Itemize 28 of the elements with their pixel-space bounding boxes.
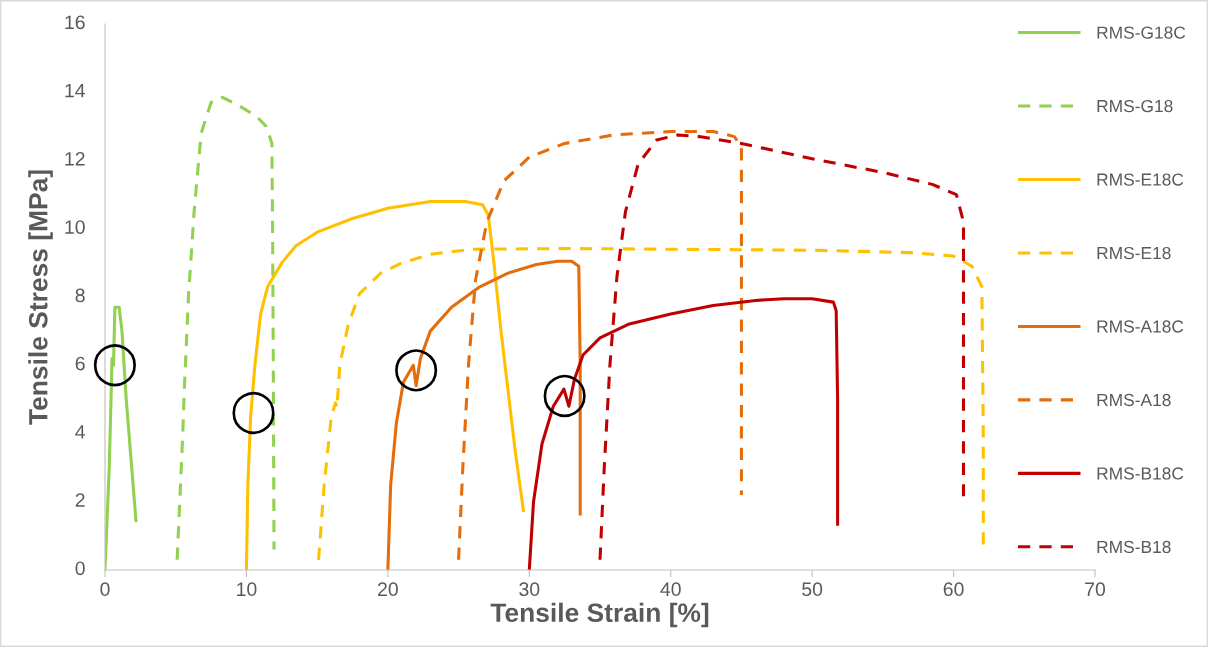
legend-label: RMS-E18 — [1097, 246, 1171, 260]
y-tick-label: 16 — [65, 15, 85, 30]
y-tick-label: 8 — [75, 288, 85, 303]
y-tick-label: 12 — [65, 151, 85, 166]
x-axis-title: Tensile Strain [%] — [490, 602, 709, 628]
legend-label: RMS-B18C — [1097, 467, 1184, 480]
legend-label: RMS-A18 — [1097, 393, 1171, 407]
legend-label: RMS-B18 — [1097, 540, 1171, 554]
x-tick-label: 50 — [802, 582, 823, 597]
x-tick-label: 30 — [519, 582, 540, 597]
line-series — [175, 95, 276, 562]
y-tick-label: 2 — [75, 493, 85, 507]
x-tick-label: 40 — [660, 582, 681, 597]
x-tick-label: 20 — [378, 582, 398, 597]
y-tick-label: 14 — [65, 83, 85, 98]
y-tick-label: 0 — [75, 561, 85, 576]
x-tick-label: 60 — [943, 582, 964, 597]
y-tick-label: 4 — [75, 425, 85, 439]
x-tick-label: 10 — [237, 582, 257, 597]
x-tick-label: 0 — [100, 582, 110, 597]
y-tick-label: 10 — [65, 220, 85, 234]
legend-label: RMS-G18C — [1097, 26, 1186, 39]
legend-label: RMS-E18C — [1097, 173, 1184, 186]
x-tick-label: 70 — [1085, 582, 1106, 597]
legend-label: RMS-A18C — [1097, 320, 1184, 333]
y-axis-title: Tensile Stress [MPa] — [28, 170, 53, 425]
legend-label: RMS-G18 — [1097, 99, 1173, 113]
y-tick-label: 6 — [75, 356, 85, 371]
